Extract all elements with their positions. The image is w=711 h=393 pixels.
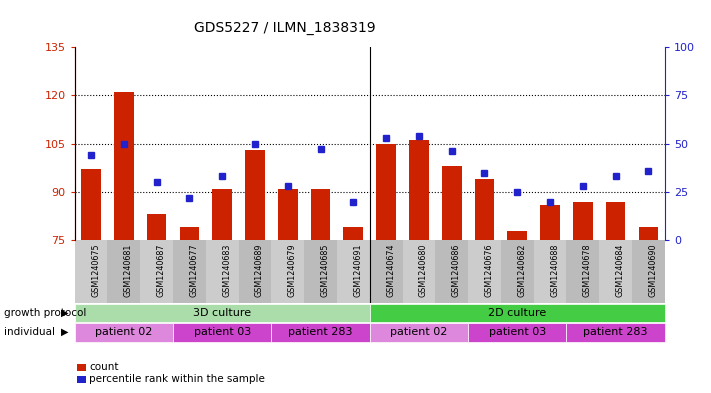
Text: GSM1240677: GSM1240677 [189,243,198,297]
Bar [409,140,429,240]
Text: GSM1240680: GSM1240680 [419,243,428,297]
Text: patient 283: patient 283 [288,327,353,337]
Text: patient 03: patient 03 [193,327,251,337]
FancyBboxPatch shape [272,323,370,342]
Bar [638,227,658,240]
FancyBboxPatch shape [173,323,272,342]
FancyBboxPatch shape [272,240,304,303]
FancyBboxPatch shape [468,240,501,303]
Text: GSM1240675: GSM1240675 [91,243,100,297]
FancyBboxPatch shape [75,240,107,303]
Text: GSM1240691: GSM1240691 [353,243,363,297]
Text: GSM1240676: GSM1240676 [484,243,493,297]
Bar [311,189,331,240]
FancyBboxPatch shape [205,240,239,303]
FancyBboxPatch shape [370,240,402,303]
Text: GDS5227 / ILMN_1838319: GDS5227 / ILMN_1838319 [193,21,375,35]
Bar [278,189,298,240]
FancyBboxPatch shape [402,240,435,303]
Bar [475,179,494,240]
Bar [146,215,166,240]
Bar [540,205,560,240]
FancyBboxPatch shape [75,304,370,322]
FancyBboxPatch shape [370,323,468,342]
Text: patient 02: patient 02 [95,327,153,337]
Bar [508,231,527,240]
FancyBboxPatch shape [501,240,534,303]
Text: percentile rank within the sample: percentile rank within the sample [89,374,264,384]
Text: GSM1240688: GSM1240688 [550,243,559,297]
Bar [376,144,396,240]
Text: 3D culture: 3D culture [193,308,251,318]
Bar [343,227,363,240]
Bar [245,150,264,240]
Text: count: count [89,362,118,373]
Bar [114,92,134,240]
FancyBboxPatch shape [107,240,140,303]
FancyBboxPatch shape [140,240,173,303]
FancyBboxPatch shape [75,323,173,342]
FancyBboxPatch shape [435,240,468,303]
FancyBboxPatch shape [632,240,665,303]
Text: patient 03: patient 03 [488,327,546,337]
Text: GSM1240685: GSM1240685 [321,243,329,297]
Text: GSM1240684: GSM1240684 [616,243,624,297]
Text: ▶: ▶ [60,308,68,318]
Text: GSM1240687: GSM1240687 [156,243,166,297]
Bar [606,202,626,240]
Text: GSM1240689: GSM1240689 [255,243,264,297]
Bar [442,166,461,240]
Text: ▶: ▶ [60,327,68,337]
Bar [213,189,232,240]
Text: individual: individual [4,327,55,337]
Text: GSM1240678: GSM1240678 [583,243,592,297]
Text: 2D culture: 2D culture [488,308,546,318]
Text: growth protocol: growth protocol [4,308,86,318]
FancyBboxPatch shape [599,240,632,303]
Text: GSM1240682: GSM1240682 [518,243,526,297]
FancyBboxPatch shape [337,240,370,303]
Bar [180,227,199,240]
Text: GSM1240686: GSM1240686 [451,243,461,297]
FancyBboxPatch shape [370,304,665,322]
Text: GSM1240690: GSM1240690 [648,243,658,297]
Text: GSM1240674: GSM1240674 [386,243,395,297]
Text: GSM1240683: GSM1240683 [222,243,231,297]
FancyBboxPatch shape [173,240,205,303]
Text: patient 02: patient 02 [390,327,448,337]
FancyBboxPatch shape [468,323,567,342]
Text: patient 283: patient 283 [583,327,648,337]
Bar [573,202,593,240]
FancyBboxPatch shape [534,240,567,303]
FancyBboxPatch shape [567,323,665,342]
Bar [81,169,101,240]
Text: GSM1240679: GSM1240679 [288,243,296,297]
FancyBboxPatch shape [304,240,337,303]
FancyBboxPatch shape [567,240,599,303]
Text: GSM1240681: GSM1240681 [124,243,133,297]
FancyBboxPatch shape [239,240,272,303]
